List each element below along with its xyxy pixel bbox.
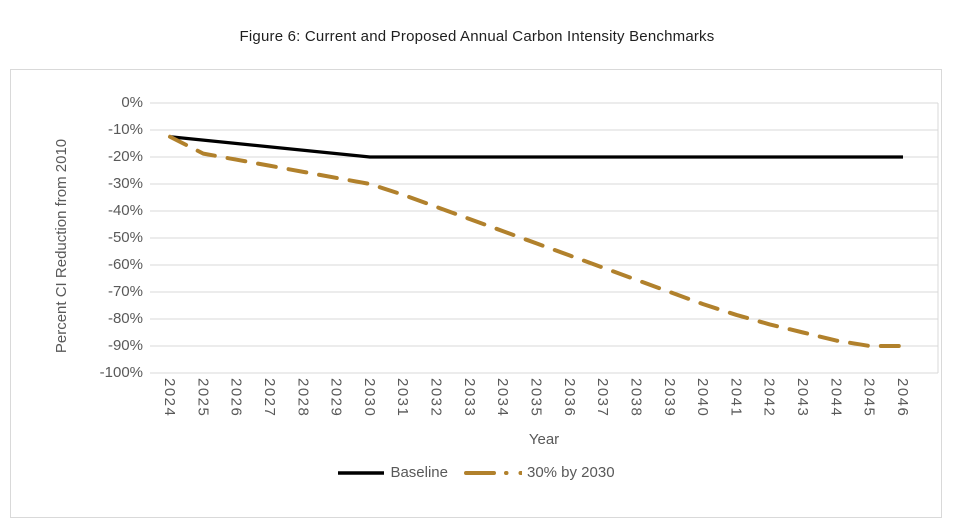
x-tick-label: 2030 — [360, 378, 378, 418]
proposed-dash-swatch — [463, 470, 522, 475]
y-tick-label: -40% — [107, 202, 143, 219]
x-tick-label: 2028 — [294, 378, 312, 418]
baseline-series-line — [169, 135, 903, 159]
x-tick-label: 2043 — [794, 378, 812, 418]
figure-title: Figure 6: Current and Proposed Annual Ca… — [239, 28, 715, 45]
x-tick-label: 2041 — [727, 378, 745, 418]
y-tick-label: -20% — [107, 148, 143, 165]
y-tick-label: -60% — [107, 256, 143, 273]
x-tick-label: 2032 — [427, 378, 445, 418]
y-tick-label: -90% — [107, 337, 143, 354]
x-tick-label: 2046 — [894, 378, 911, 418]
x-tick-label: 2025 — [194, 378, 212, 418]
x-tick-label: 2044 — [827, 378, 845, 418]
y-tick-label: -30% — [107, 175, 143, 192]
y-tick-label: -80% — [107, 310, 143, 327]
legend-item-proposed: 30% by 2030 — [463, 464, 615, 481]
proposed-series-line — [168, 134, 905, 348]
y-tick-label: -10% — [107, 121, 143, 138]
x-tick-label: 2039 — [660, 378, 678, 418]
gridlines — [150, 102, 939, 374]
x-tick-label: 2027 — [260, 378, 278, 418]
x-tick-label: 2034 — [494, 378, 512, 418]
x-tick-label: 2036 — [560, 378, 578, 418]
y-tick-label: -70% — [107, 283, 143, 300]
x-tick-label: 2024 — [161, 378, 178, 418]
x-tick-label: 2038 — [627, 378, 645, 418]
x-tick-label: 2045 — [860, 378, 878, 418]
y-axis-title: Percent CI Reduction from 2010 — [53, 138, 70, 354]
series-lines — [168, 134, 905, 348]
x-tick-label: 2031 — [394, 378, 412, 418]
y-tick-label: -50% — [107, 229, 143, 246]
x-axis-title: Year — [528, 431, 560, 448]
x-tick-label: 2029 — [327, 378, 345, 418]
chart-card — [10, 69, 942, 518]
x-tick-label: 2042 — [760, 378, 778, 418]
baseline-line-swatch — [338, 470, 385, 475]
x-tick-label: 2026 — [227, 378, 245, 418]
x-tick-label: 2035 — [527, 378, 545, 418]
legend-label-proposed: 30% by 2030 — [526, 464, 615, 481]
y-tick-label: 0% — [121, 94, 143, 111]
chart-legend: Baseline 30% by 2030 — [10, 464, 942, 481]
legend-label-baseline: Baseline — [390, 464, 448, 481]
x-tick-label: 2033 — [460, 378, 478, 418]
y-tick-label: -100% — [99, 364, 143, 381]
x-tick-label: 2037 — [594, 378, 612, 418]
x-tick-label: 2040 — [694, 378, 712, 418]
legend-item-baseline: Baseline — [337, 464, 448, 481]
